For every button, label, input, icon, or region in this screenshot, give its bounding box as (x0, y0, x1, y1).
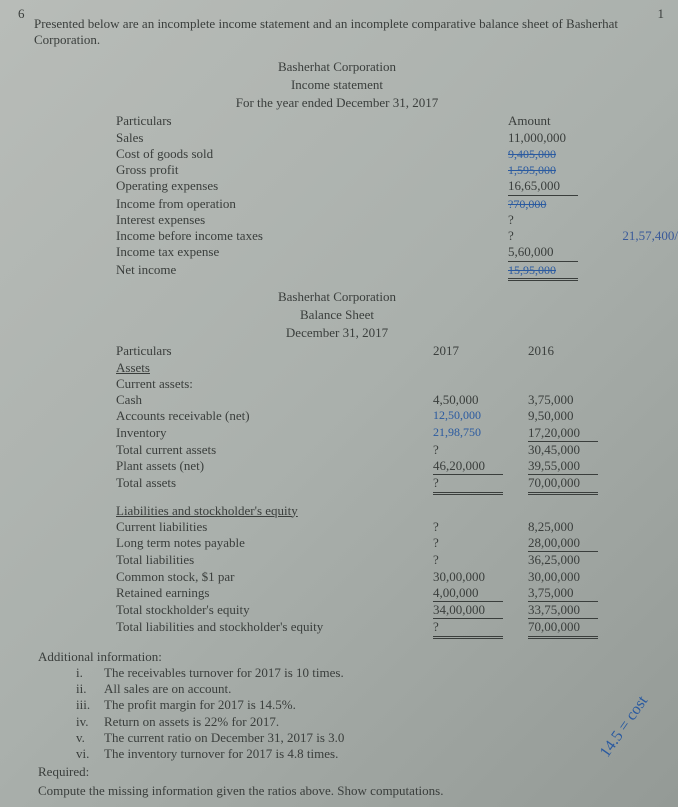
is-ibt-handnote: 21,57,400/ (622, 228, 678, 244)
is-tax-label: Income tax expense (116, 244, 508, 260)
is-ni-amount: 15,95,000 (508, 263, 578, 281)
is-ibt-label: Income before income taxes (116, 228, 508, 244)
bs-ca-heading: Current assets: (116, 376, 433, 392)
bs-col-2017: 2017 (433, 343, 528, 359)
addl-num-1: ii. (76, 681, 104, 697)
bs-tl-label: Total liabilities (116, 552, 433, 568)
bs-tse-16: 33,75,000 (528, 602, 598, 619)
bs-ta-17: ? (433, 475, 503, 494)
required-label: Required: (26, 764, 648, 780)
bs-company: Basherhat Corporation (26, 289, 648, 305)
bs-tca-label: Total current assets (116, 442, 433, 458)
is-tax-amount: 5,60,000 (508, 244, 578, 261)
bs-cl-16: 8,25,000 (528, 519, 618, 535)
addl-text-2: The profit margin for 2017 is 14.5%. (104, 697, 296, 713)
bs-re-16: 3,75,000 (528, 585, 598, 602)
is-incop-amount: ?70,000 (508, 197, 608, 212)
bs-cs-label: Common stock, $1 par (116, 569, 433, 585)
addl-num-0: i. (76, 665, 104, 681)
bs-ltn-label: Long term notes payable (116, 535, 433, 552)
page-number-left: 6 (18, 6, 25, 22)
bs-tse-17: 34,00,000 (433, 602, 503, 619)
addl-text-4: The current ratio on December 31, 2017 i… (104, 730, 344, 746)
income-statement-table: Particulars Amount Sales 11,000,000 Cost… (26, 113, 648, 280)
bs-cs-17: 30,00,000 (433, 569, 528, 585)
bs-inv-17: 21,98,750 (433, 425, 528, 442)
addl-num-2: iii. (76, 697, 104, 713)
bs-period: December 31, 2017 (26, 325, 648, 341)
bs-tlse-label: Total liabilities and stockholder's equi… (116, 619, 433, 638)
intro-text: Presented below are an incomplete income… (26, 16, 648, 49)
page-number-right: 1 (658, 6, 665, 22)
addl-text-0: The receivables turnover for 2017 is 10 … (104, 665, 344, 681)
is-cogs-label: Cost of goods sold (116, 146, 508, 162)
bs-liab-heading: Liabilities and stockholder's equity (116, 503, 433, 519)
bs-ar-label: Accounts receivable (net) (116, 408, 433, 424)
is-period: For the year ended December 31, 2017 (26, 95, 648, 111)
is-incop-label: Income from operation (116, 196, 508, 212)
bs-ta-16: 70,00,000 (528, 475, 598, 494)
bs-inv-16: 17,20,000 (528, 425, 598, 442)
is-gp-amount: 1,595,000 (508, 163, 608, 178)
bs-tse-label: Total stockholder's equity (116, 602, 433, 619)
balance-sheet-table: Particulars 2017 2016 Assets Current ass… (26, 343, 648, 638)
is-intexp-label: Interest expenses (116, 212, 508, 228)
additional-list: i.The receivables turnover for 2017 is 1… (26, 665, 648, 763)
is-sales-amount: 11,000,000 (508, 130, 608, 146)
addl-num-4: v. (76, 730, 104, 746)
is-gp-label: Gross profit (116, 162, 508, 178)
is-col-particulars: Particulars (116, 113, 508, 129)
is-title: Income statement (26, 77, 648, 93)
is-col-amount: Amount (508, 113, 608, 129)
bs-cash-17: 4,50,000 (433, 392, 528, 408)
bs-inv-label: Inventory (116, 425, 433, 442)
is-ni-label: Net income (116, 262, 508, 278)
bs-col-2016: 2016 (528, 343, 618, 359)
is-cogs-amount: 9,405,000 (508, 147, 608, 162)
bs-tl-17: ? (433, 552, 528, 568)
bs-plant-17: 46,20,000 (433, 458, 503, 475)
addl-num-3: iv. (76, 714, 104, 730)
additional-heading: Additional information: (26, 649, 648, 665)
bs-plant-16: 39,55,000 (528, 458, 598, 475)
addl-text-1: All sales are on account. (104, 681, 231, 697)
bs-tlse-17: ? (433, 619, 503, 638)
is-sales-label: Sales (116, 130, 508, 146)
bs-cash-16: 3,75,000 (528, 392, 618, 408)
bs-title: Balance Sheet (26, 307, 648, 323)
addl-text-3: Return on assets is 22% for 2017. (104, 714, 279, 730)
bs-cs-16: 30,00,000 (528, 569, 618, 585)
addl-num-5: vi. (76, 746, 104, 762)
bs-tl-16: 36,25,000 (528, 552, 618, 568)
bs-plant-label: Plant assets (net) (116, 458, 433, 475)
addl-text-5: The inventory turnover for 2017 is 4.8 t… (104, 746, 338, 762)
is-opexp-label: Operating expenses (116, 178, 508, 194)
bs-cl-17: ? (433, 519, 528, 535)
is-ibt-amount: ? (508, 228, 608, 244)
bs-tlse-16: 70,00,000 (528, 619, 598, 638)
bs-tca-17: ? (433, 442, 528, 458)
bs-ar-17: 12,50,000 (433, 408, 528, 424)
bs-cl-label: Current liabilities (116, 519, 433, 535)
bs-ta-label: Total assets (116, 475, 433, 494)
is-intexp-amount: ? (508, 212, 608, 228)
bs-tca-16: 30,45,000 (528, 442, 618, 458)
bs-assets-heading: Assets (116, 360, 433, 376)
is-opexp-amount: 16,65,000 (508, 178, 578, 195)
bs-re-label: Retained earnings (116, 585, 433, 602)
bs-col-particulars: Particulars (116, 343, 433, 359)
bs-cash-label: Cash (116, 392, 433, 408)
bs-ltn-17: ? (433, 535, 528, 552)
bs-ltn-16: 28,00,000 (528, 535, 598, 552)
bs-re-17: 4,00,000 (433, 585, 503, 602)
bs-ar-16: 9,50,000 (528, 408, 618, 424)
required-text: Compute the missing information given th… (26, 783, 648, 799)
is-company: Basherhat Corporation (26, 59, 648, 75)
